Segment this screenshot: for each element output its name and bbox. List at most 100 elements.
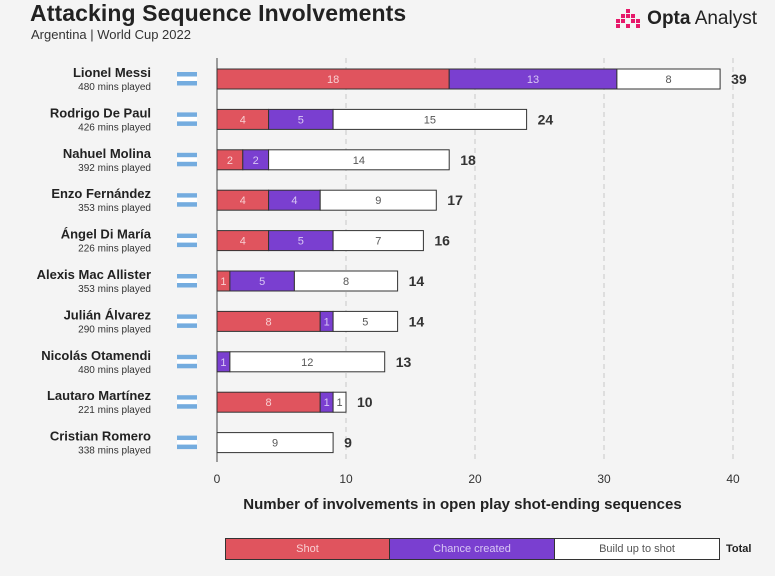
argentina-flag-icon	[177, 161, 197, 167]
legend-build-up: Build up to shot	[555, 538, 720, 560]
minutes-played: 480 mins played	[78, 365, 151, 376]
total-label: 9	[344, 435, 352, 451]
bar-value-label: 7	[375, 236, 381, 248]
argentina-flag-icon	[177, 112, 197, 117]
player-name: Lionel Messi	[73, 65, 151, 80]
bar-value-label: 5	[298, 114, 304, 126]
bar-value-label: 8	[266, 397, 272, 409]
bar-value-label: 1	[336, 397, 342, 409]
bar-value-label: 9	[375, 195, 381, 207]
minutes-played: 221 mins played	[78, 405, 151, 416]
minutes-played: 290 mins played	[78, 324, 151, 335]
bar-value-label: 1	[220, 276, 226, 288]
argentina-flag-icon	[177, 363, 197, 369]
argentina-flag-icon	[177, 444, 197, 450]
x-tick-label: 20	[468, 472, 482, 486]
legend-shot: Shot	[225, 538, 390, 560]
player-name: Julián Álvarez	[64, 307, 152, 322]
minutes-played: 353 mins played	[78, 203, 151, 214]
bar-value-label: 2	[253, 155, 259, 167]
argentina-flag-icon	[177, 233, 197, 239]
bar-value-label: 4	[240, 195, 246, 207]
bar-value-label: 4	[240, 114, 246, 126]
bar-build-up	[332, 391, 347, 413]
player-name: Nicolás Otamendi	[41, 348, 151, 363]
bar-value-label: 15	[424, 114, 436, 126]
bar-build-up	[332, 230, 424, 252]
bar-value-label: 5	[259, 276, 265, 288]
x-tick-label: 0	[214, 472, 221, 486]
bar-build-up	[268, 149, 450, 171]
legend-chance-created: Chance created	[390, 538, 555, 560]
player-name: Lautaro Martínez	[47, 388, 152, 403]
argentina-flag-icon	[177, 395, 197, 400]
bar-value-label: 1	[220, 357, 226, 369]
argentina-flag-icon	[177, 435, 197, 441]
total-label: 14	[409, 313, 425, 329]
argentina-flag-icon	[177, 72, 197, 77]
argentina-flag-icon	[177, 242, 197, 248]
argentina-flag-icon	[177, 81, 197, 86]
argentina-flag-icon	[177, 323, 197, 328]
bar-value-label: 1	[324, 316, 330, 328]
argentina-flag-icon	[177, 121, 197, 126]
bar-value-label: 8	[266, 316, 272, 328]
argentina-flag-icon	[177, 404, 197, 409]
opta-analyst-logo: Opta Analyst	[615, 8, 757, 30]
brand-name: Opta Analyst	[647, 8, 757, 29]
bar-build-up	[332, 108, 528, 130]
argentina-flag-icon	[177, 202, 197, 207]
total-label: 18	[460, 152, 476, 168]
total-label: 10	[357, 394, 373, 410]
argentina-flag-icon	[177, 278, 197, 283]
bar-value-label: 2	[227, 155, 233, 167]
chart-subtitle: Argentina | World Cup 2022	[31, 27, 191, 42]
bar-value-label: 4	[240, 236, 246, 248]
bar-value-label: 5	[362, 316, 368, 328]
bar-value-label: 14	[353, 155, 365, 167]
bar-build-up	[332, 310, 399, 332]
total-label: 13	[396, 354, 412, 370]
total-label: 39	[731, 71, 747, 87]
total-label: 16	[434, 233, 450, 249]
minutes-played: 353 mins played	[78, 284, 151, 295]
player-name: Rodrigo De Paul	[50, 105, 151, 120]
bar-value-label: 12	[301, 357, 313, 369]
argentina-flag-icon	[177, 318, 197, 324]
minutes-played: 338 mins played	[78, 446, 151, 457]
argentina-flag-icon	[177, 238, 197, 243]
minutes-played: 480 mins played	[78, 82, 151, 93]
player-name: Alexis Mac Allister	[37, 267, 151, 282]
player-name: Ángel Di María	[61, 227, 152, 242]
minutes-played: 392 mins played	[78, 163, 151, 174]
argentina-flag-icon	[177, 399, 197, 405]
player-name: Cristian Romero	[50, 429, 151, 444]
argentina-flag-icon	[177, 440, 197, 445]
bar-value-label: 8	[665, 74, 671, 86]
argentina-flag-icon	[177, 197, 197, 203]
argentina-flag-icon	[177, 359, 197, 364]
minutes-played: 426 mins played	[78, 122, 151, 133]
argentina-flag-icon	[177, 76, 197, 81]
player-name: Enzo Fernández	[51, 186, 151, 201]
argentina-flag-icon	[177, 152, 197, 158]
argentina-flag-icon	[177, 274, 197, 279]
bar-value-label: 5	[298, 236, 304, 248]
bar-value-label: 1	[324, 397, 330, 409]
total-label: 17	[447, 192, 463, 208]
argentina-flag-icon	[177, 193, 197, 198]
bar-build-up	[216, 432, 334, 454]
opta-logo-icon	[616, 9, 641, 28]
x-axis-label: Number of involvements in open play shot…	[243, 496, 682, 513]
bar-value-label: 9	[272, 438, 278, 450]
total-label: 14	[409, 273, 425, 289]
x-tick-label: 10	[339, 472, 353, 486]
x-tick-label: 40	[726, 472, 740, 486]
bar-build-up	[616, 68, 721, 90]
minutes-played: 226 mins played	[78, 244, 151, 255]
legend-total: Total	[726, 543, 752, 555]
total-label: 24	[538, 111, 554, 127]
bar-build-up	[293, 270, 399, 292]
bar-value-label: 4	[291, 195, 297, 207]
